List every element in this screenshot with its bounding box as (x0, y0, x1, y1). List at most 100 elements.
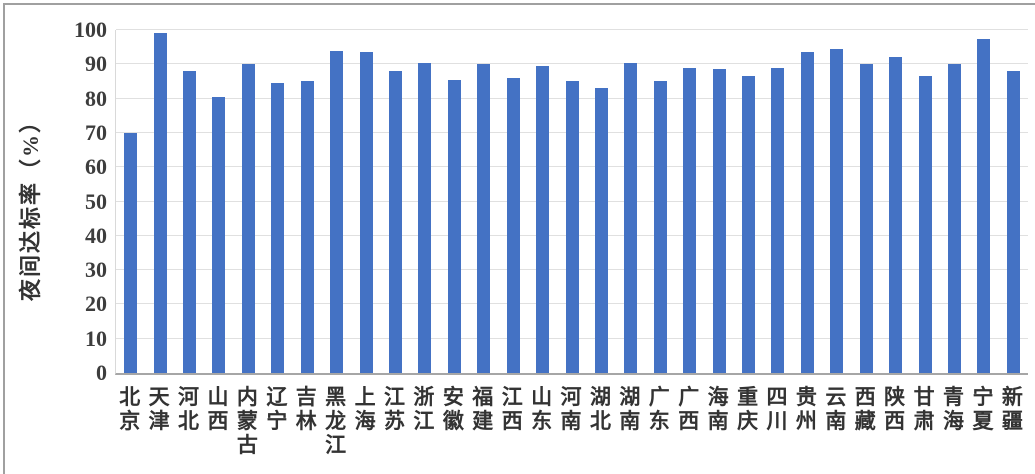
x-category-char: 贵 (795, 385, 817, 409)
x-category-char: 山 (531, 385, 553, 409)
bar-slot (440, 30, 469, 373)
x-category-char: 建 (472, 409, 494, 433)
y-axis-labels: 0 10 20 30 40 50 60 70 80 90 100 (0, 19, 107, 384)
x-category-label: 浙江 (409, 385, 438, 457)
y-tick-label: 50 (85, 188, 107, 214)
bar-slot (145, 30, 174, 373)
x-category-char: 湖 (589, 385, 611, 409)
bar-福建 (477, 64, 491, 373)
x-category-char: 天 (148, 385, 170, 409)
bar-重庆 (742, 76, 756, 373)
x-category-char: 辽 (266, 385, 288, 409)
x-category-label: 北京 (115, 385, 144, 457)
bar-北京 (124, 132, 138, 373)
x-category-char: 内 (236, 385, 258, 409)
bar-江西 (506, 78, 520, 373)
bar-slot (734, 30, 763, 373)
x-category-char: 西 (678, 409, 700, 433)
bar-山西 (212, 96, 226, 373)
y-tick-label: 70 (85, 119, 107, 145)
x-category-label: 四川 (762, 385, 791, 457)
bar-slot (528, 30, 557, 373)
bar-湖北 (594, 88, 608, 373)
x-category-char: 西 (884, 409, 906, 433)
x-category-char: 广 (678, 385, 700, 409)
x-category-char: 吉 (295, 385, 317, 409)
bar-slot (793, 30, 822, 373)
y-tick-label: 90 (85, 51, 107, 77)
x-category-char: 陕 (884, 385, 906, 409)
y-tick-label: 30 (85, 257, 107, 283)
x-category-char: 夏 (972, 409, 994, 433)
x-category-label: 福建 (468, 385, 497, 457)
bar-slot (999, 30, 1028, 373)
x-category-label: 辽宁 (262, 385, 291, 457)
x-category-char: 四 (766, 385, 788, 409)
x-category-label: 海南 (703, 385, 732, 457)
x-category-char: 安 (442, 385, 464, 409)
bar-内蒙古 (241, 64, 255, 373)
x-category-char: 苏 (384, 409, 405, 433)
bar-黑龙江 (330, 50, 344, 373)
x-category-label: 天津 (144, 385, 173, 457)
bar-吉林 (300, 81, 314, 373)
gridline (116, 63, 1028, 65)
x-category-char: 西 (501, 409, 523, 433)
bar-上海 (359, 52, 373, 373)
bar-slot (293, 30, 322, 373)
x-category-char: 南 (825, 409, 847, 433)
bar-海南 (712, 69, 726, 373)
x-category-char: 宁 (972, 385, 994, 409)
x-category-label: 上海 (350, 385, 379, 457)
x-category-char: 蒙 (236, 409, 258, 433)
x-category-char: 江 (325, 433, 347, 457)
x-category-char: 云 (825, 385, 847, 409)
bar-slot (675, 30, 704, 373)
x-category-char: 黑 (325, 385, 347, 409)
x-category-label: 新疆 (998, 385, 1027, 457)
bar-slot (969, 30, 998, 373)
bar-slot (557, 30, 586, 373)
x-category-char: 津 (148, 409, 170, 433)
x-category-label: 湖南 (615, 385, 644, 457)
bar-slot (410, 30, 439, 373)
x-category-char: 京 (119, 409, 141, 433)
bar-陕西 (889, 57, 903, 373)
x-category-char: 龙 (325, 409, 347, 433)
bar-河北 (183, 71, 197, 373)
x-category-char: 州 (795, 409, 817, 433)
bar-江苏 (389, 71, 402, 373)
x-category-label: 湖北 (586, 385, 615, 457)
x-category-char: 海 (354, 409, 376, 433)
x-category-label: 青海 (939, 385, 968, 457)
x-category-char: 广 (648, 385, 670, 409)
bar-浙江 (418, 62, 432, 373)
bar-slot (263, 30, 292, 373)
bar-新疆 (1006, 71, 1020, 373)
bar-西藏 (859, 64, 873, 373)
bar-广西 (683, 67, 697, 373)
y-tick-label: 100 (74, 17, 107, 42)
x-category-label: 江西 (497, 385, 526, 457)
bar-slot (881, 30, 910, 373)
x-category-char: 林 (295, 409, 317, 433)
x-category-char: 新 (1001, 385, 1023, 409)
x-category-char: 江 (501, 385, 523, 409)
y-tick-label: 20 (85, 291, 107, 317)
x-category-char: 海 (707, 385, 729, 409)
x-category-char: 山 (207, 385, 229, 409)
bar-slot (646, 30, 675, 373)
x-category-char: 南 (707, 409, 729, 433)
x-category-label: 河南 (556, 385, 585, 457)
bar-slot (763, 30, 792, 373)
x-category-label: 甘肃 (909, 385, 938, 457)
bar-安徽 (447, 79, 461, 373)
bar-山东 (536, 66, 550, 373)
x-category-char: 古 (236, 433, 258, 457)
gridline (116, 29, 1028, 30)
bar-slot (322, 30, 351, 373)
bar-宁夏 (977, 38, 991, 373)
bar-slot (852, 30, 881, 373)
y-tick-label: 60 (85, 154, 107, 180)
x-category-char: 福 (472, 385, 494, 409)
